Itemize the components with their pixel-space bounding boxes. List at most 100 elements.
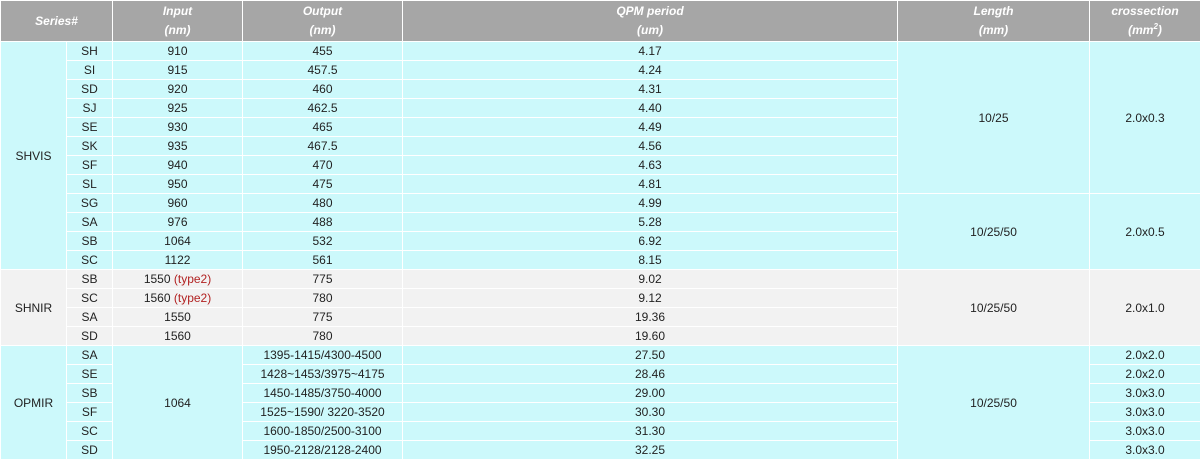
input-value: 976 [167, 215, 188, 229]
table-row: SC 1600-1850/2500-3100 31.30 3.0x3.0 [1, 421, 1200, 441]
output-value: 775 [242, 269, 404, 289]
table-row: SD 1560 780 19.60 [1, 326, 1200, 346]
qpm-period-value: 4.40 [402, 98, 899, 118]
series-code: SK [65, 136, 114, 156]
output-value: 1600-1850/2500-3100 [242, 421, 404, 441]
table-row: SL 950 475 4.81 [1, 174, 1200, 194]
qpm-period-value: 4.99 [402, 193, 899, 213]
output-value: 465 [242, 117, 404, 137]
header-output: Output (nm) [242, 0, 404, 42]
output-value: 457.5 [242, 60, 404, 80]
input-value: 1064 [112, 345, 244, 460]
input-cell: 960 [112, 193, 244, 213]
series-code: SG [65, 193, 114, 213]
output-value: 1950-2128/2128-2400 [242, 440, 404, 460]
input-cell: 925 [112, 98, 244, 118]
qpm-period-value: 32.25 [402, 440, 899, 460]
crossection-value: 3.0x3.0 [1089, 402, 1200, 422]
qpm-period-value: 4.56 [402, 136, 899, 156]
input-cell: 1064 [112, 231, 244, 251]
qpm-period-value: 4.63 [402, 155, 899, 175]
header-length-unit: (mm) [978, 23, 1009, 37]
header-output-title: Output [302, 4, 343, 18]
series-code: SC [65, 250, 114, 270]
qpm-period-value: 4.31 [402, 79, 899, 99]
input-value: 950 [167, 177, 188, 191]
header-input: Input (nm) [112, 0, 244, 42]
table-row: SJ 925 462.5 4.40 [1, 98, 1200, 118]
series-code: SB [65, 269, 114, 289]
header-length-title: Length [973, 4, 1014, 18]
output-value: 1395-1415/4300-4500 [242, 345, 404, 365]
series-name: SHNIR [0, 269, 67, 346]
output-value: 532 [242, 231, 404, 251]
output-value: 470 [242, 155, 404, 175]
input-value: 915 [167, 63, 188, 77]
header-qpm-unit: (um) [637, 23, 664, 37]
table-row: SB 1064 532 6.92 [1, 231, 1200, 251]
input-type-note: (type2) [173, 272, 212, 286]
crossection-value: 2.0x2.0 [1089, 364, 1200, 384]
series-name: OPMIR [0, 345, 67, 460]
length-value: 10/25 [897, 41, 1091, 194]
input-cell: 935 [112, 136, 244, 156]
table-row: OPMIR SA 1064 1395-1415/4300-4500 27.50 10/25… [0, 345, 1200, 460]
header-length: Length (mm) [897, 0, 1091, 42]
series-code: SD [65, 326, 114, 346]
output-value: 1450-1485/3750-4000 [242, 383, 404, 403]
table-row: SHVIS SH 910 455 4.17 10/25 2.0x0.3 [0, 41, 1200, 270]
length-value: 10/25/50 [897, 345, 1091, 460]
output-value: 455 [242, 41, 404, 61]
table-row: SA 976 488 5.28 [1, 212, 1200, 232]
output-value: 480 [242, 193, 404, 213]
crossection-value: 3.0x3.0 [1089, 421, 1200, 441]
qpm-period-value: 19.60 [402, 326, 899, 346]
series-code: SE [65, 117, 114, 137]
output-value: 475 [242, 174, 404, 194]
table-row: SF 1525~1590/ 3220-3520 30.30 3.0x3.0 [1, 402, 1200, 422]
output-value: 462.5 [242, 98, 404, 118]
input-value: 940 [167, 158, 188, 172]
series-code: SL [65, 174, 114, 194]
input-type-note: (type2) [173, 291, 212, 305]
qpm-period-value: 9.12 [402, 288, 899, 308]
header-qpm: QPM period (um) [402, 0, 899, 42]
series-code: SC [65, 421, 114, 441]
input-value: 1560 [164, 329, 191, 343]
input-cell: 976 [112, 212, 244, 232]
series-name: SHVIS [0, 41, 67, 270]
input-cell: 940 [112, 155, 244, 175]
series-code: SA [65, 212, 114, 232]
input-cell: 1122 [112, 250, 244, 270]
table-row: SE 930 465 4.49 [1, 117, 1200, 137]
output-value: 1428~1453/3975~4175 [242, 364, 404, 384]
series-code: SA [65, 307, 114, 327]
header-qpm-title: QPM period [616, 4, 684, 18]
input-cell: 910 [112, 41, 244, 61]
spec-table: Series# Input (nm) Output (nm) QPM perio… [0, 0, 1200, 460]
output-value: 775 [242, 307, 404, 327]
input-cell: 1560 (type2) [112, 288, 244, 308]
output-value: 467.5 [242, 136, 404, 156]
length-value: 10/25/50 [897, 269, 1091, 346]
input-cell: 950 [112, 174, 244, 194]
input-cell: 1550 [112, 307, 244, 327]
table-header: Series# Input (nm) Output (nm) QPM perio… [0, 0, 1200, 42]
input-value: 1560 [143, 291, 171, 305]
table-row: SI 915 457.5 4.24 [1, 60, 1200, 80]
table-row: SHNIR SB 1550 (type2) 775 9.02 10/25/50 2.0x1.… [0, 269, 1200, 346]
output-value: 561 [242, 250, 404, 270]
table-row: SC 1122 561 8.15 [1, 250, 1200, 270]
qpm-period-value: 4.17 [402, 41, 899, 61]
header-cross-title: crossection [1111, 4, 1179, 18]
input-value: 1064 [164, 234, 191, 248]
series-code: SC [65, 288, 114, 308]
series-code: SD [65, 79, 114, 99]
qpm-period-value: 5.28 [402, 212, 899, 232]
qpm-period-value: 9.02 [402, 269, 899, 289]
table-row: SE 1428~1453/3975~4175 28.46 2.0x2.0 [1, 364, 1200, 384]
output-value: 488 [242, 212, 404, 232]
input-cell: 1560 [112, 326, 244, 346]
output-value: 780 [242, 326, 404, 346]
header-cross-unit-close: ) [1157, 23, 1162, 37]
